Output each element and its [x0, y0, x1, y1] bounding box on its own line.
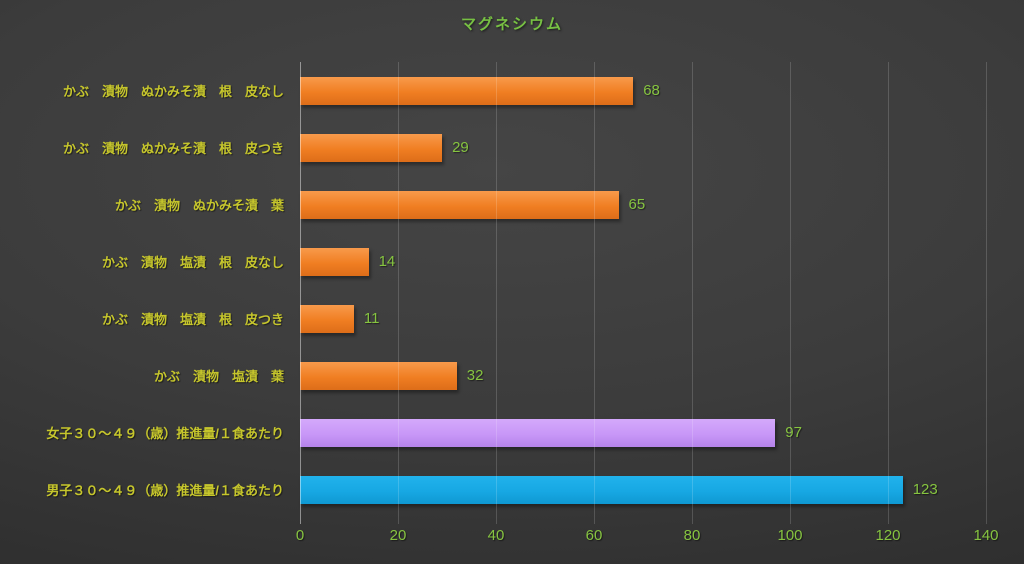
gridline — [496, 62, 497, 524]
gridline — [790, 62, 791, 524]
x-tick-label: 100 — [777, 527, 803, 544]
category-label: 男子３０～４９（歳）推進量/１食あたり — [46, 483, 284, 498]
x-tick-label: 140 — [973, 527, 999, 544]
bar-row: 97 — [300, 404, 986, 461]
bar-row: 123 — [300, 461, 986, 518]
gridline — [398, 62, 399, 524]
bar[interactable] — [300, 76, 634, 105]
chart-title: マグネシウム — [460, 16, 563, 33]
bar[interactable] — [300, 133, 443, 162]
x-axis: 0 20 40 60 80 100 120 140 — [296, 527, 999, 549]
bar-row: 29 — [300, 119, 986, 176]
category-labels: かぶ 漬物 ぬかみそ漬 根 皮なし かぶ 漬物 ぬかみそ漬 根 皮つきかぶ 漬物 … — [0, 62, 292, 518]
plot-area: 68 29 65 14 11 32 97 123 — [300, 62, 987, 524]
bar[interactable] — [300, 304, 354, 333]
category-label: かぶ 漬物 塩漬 根 皮つき — [101, 312, 284, 327]
bar-value-label: 97 — [785, 424, 802, 441]
category-label: かぶ 漬物 ぬかみそ漬 葉 — [114, 198, 284, 213]
bar-row: 14 — [300, 233, 986, 290]
gridline — [692, 62, 693, 524]
gridline — [594, 62, 595, 524]
x-tick-label: 80 — [683, 527, 701, 544]
bar-value-label: 32 — [466, 367, 484, 384]
bar-value-label: 14 — [378, 253, 396, 270]
bar-row: 68 — [300, 62, 986, 119]
bar-value-label: 123 — [912, 481, 938, 498]
bar[interactable] — [300, 418, 776, 447]
bar-value-label: 68 — [643, 82, 660, 99]
bar-row: 11 — [300, 290, 986, 347]
bar-value-label: 65 — [628, 196, 646, 213]
x-tick-label: 60 — [585, 527, 603, 544]
bar-value-label: 11 — [363, 310, 380, 327]
gridline — [888, 62, 889, 524]
bar-row: 65 — [300, 176, 986, 233]
category-label: かぶ 漬物 塩漬 根 皮なし — [101, 255, 284, 270]
bars-container: 68 29 65 14 11 32 97 123 — [300, 62, 986, 518]
x-tick-label: 0 — [295, 527, 305, 544]
axis-line — [300, 62, 301, 524]
category-label: 女子３０～４９（歳）推進量/１食あたり — [46, 426, 284, 441]
gridline — [986, 62, 987, 524]
bar[interactable] — [300, 247, 369, 276]
bar[interactable] — [300, 361, 457, 390]
bar[interactable] — [300, 190, 619, 219]
x-tick-label: 120 — [875, 527, 901, 544]
bar-value-label: 29 — [452, 139, 469, 156]
bar[interactable] — [300, 475, 903, 504]
category-label: かぶ 漬物 ぬかみそ漬 根 皮なし — [62, 84, 284, 99]
category-label: かぶ 漬物 塩漬 葉 — [153, 369, 284, 384]
bar-row: 32 — [300, 347, 986, 404]
category-label: かぶ 漬物 ぬかみそ漬 根 皮つき — [62, 141, 284, 156]
x-tick-label: 20 — [389, 527, 407, 544]
x-tick-label: 40 — [487, 527, 505, 544]
